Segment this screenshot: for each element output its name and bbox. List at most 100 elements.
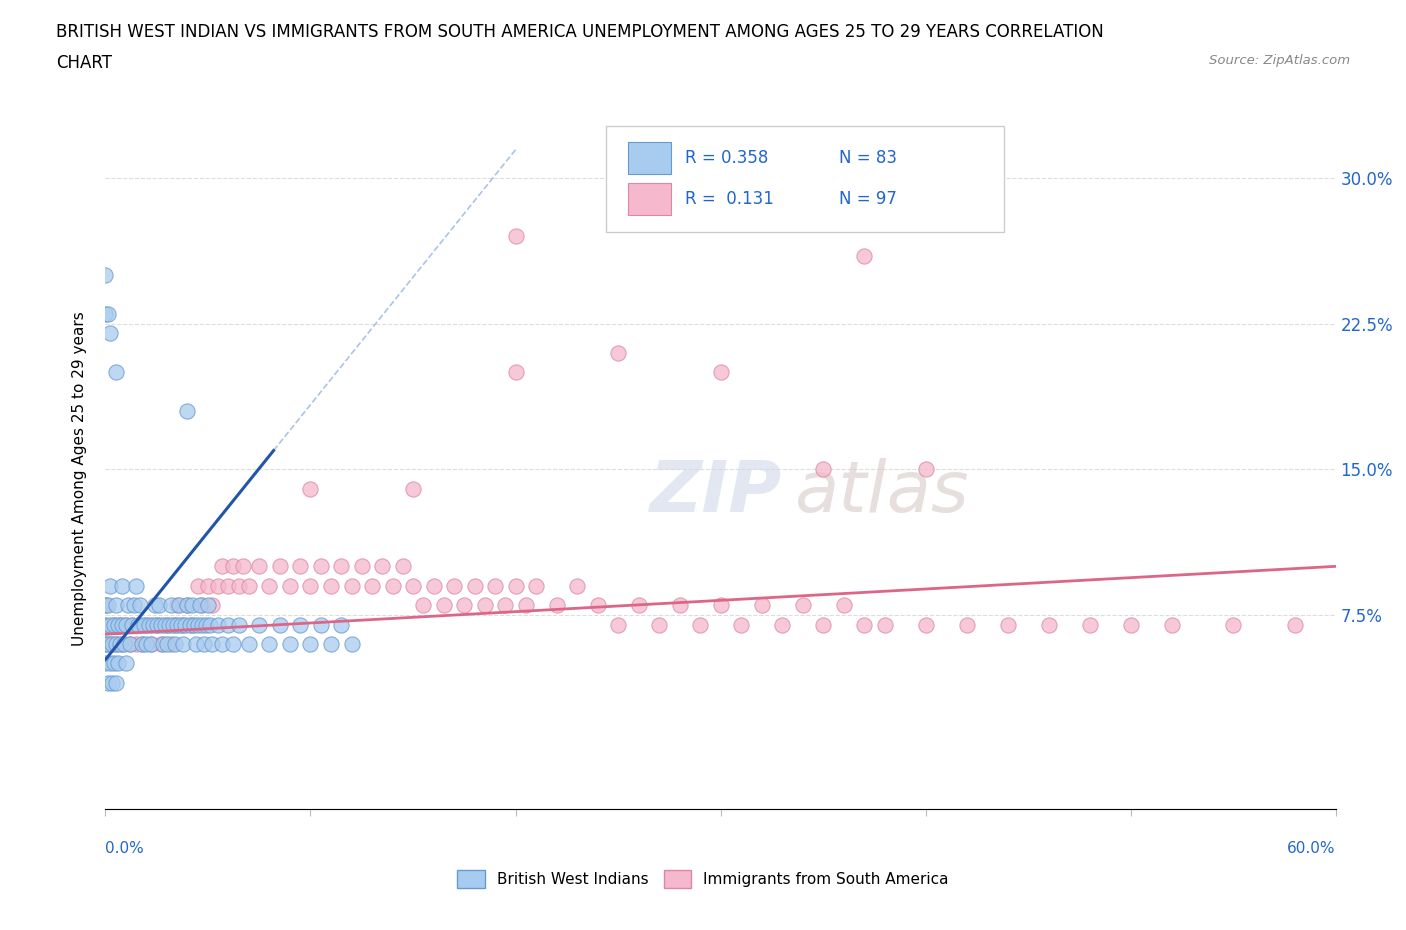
Point (180, 598, 202, 613)
Point (94, 307, 117, 322)
Point (730, 618, 752, 632)
Point (104, 637, 127, 652)
Point (94, 637, 117, 652)
Point (96, 598, 118, 613)
Point (131, 637, 153, 652)
Point (172, 618, 194, 632)
Point (100, 675, 122, 690)
Point (391, 559, 413, 574)
Point (278, 637, 301, 652)
Point (104, 675, 127, 690)
Point (1284, 618, 1306, 632)
Point (340, 578, 363, 593)
Point (1119, 618, 1142, 632)
Point (98, 578, 121, 593)
Point (505, 578, 527, 593)
Text: 60.0%: 60.0% (1288, 841, 1336, 856)
Point (176, 598, 198, 613)
Point (247, 618, 270, 632)
Point (165, 618, 187, 632)
Point (211, 559, 233, 574)
Point (201, 637, 224, 652)
Point (1038, 618, 1060, 632)
Point (309, 618, 332, 632)
Point (278, 578, 301, 593)
Point (494, 598, 516, 613)
Point (228, 578, 250, 593)
Point (607, 618, 630, 632)
Point (134, 618, 156, 632)
Point (218, 578, 240, 593)
Point (309, 559, 332, 574)
Point (183, 618, 205, 632)
Point (330, 559, 353, 574)
Point (340, 637, 363, 652)
Point (232, 559, 254, 574)
Point (228, 618, 250, 632)
Point (299, 481, 322, 496)
Point (299, 578, 322, 593)
Point (98, 656, 121, 671)
Point (1222, 618, 1244, 632)
Point (160, 598, 183, 613)
Point (143, 598, 166, 613)
Text: N = 83: N = 83 (839, 149, 897, 167)
Point (117, 598, 139, 613)
Point (443, 578, 465, 593)
Point (111, 637, 134, 652)
Point (627, 598, 650, 613)
Point (138, 618, 160, 632)
Point (166, 598, 188, 613)
Point (104, 637, 127, 652)
Point (361, 578, 384, 593)
Point (259, 637, 281, 652)
Point (269, 618, 291, 632)
Point (505, 229, 527, 244)
Point (290, 559, 312, 574)
Point (565, 578, 588, 593)
Point (873, 618, 896, 632)
Point (330, 618, 353, 632)
Point (412, 598, 434, 613)
Point (770, 618, 793, 632)
Point (108, 637, 131, 652)
Text: ZIP: ZIP (650, 458, 782, 526)
Text: 0.0%: 0.0% (105, 841, 145, 856)
Point (184, 637, 207, 652)
Point (484, 578, 506, 593)
Point (172, 637, 194, 652)
Point (433, 598, 456, 613)
Point (371, 559, 394, 574)
Point (131, 637, 153, 652)
Point (152, 637, 174, 652)
Point (94, 618, 117, 632)
Point (247, 559, 270, 574)
Point (710, 365, 733, 379)
Point (914, 462, 936, 477)
Point (120, 637, 141, 652)
Point (139, 637, 162, 652)
Point (751, 598, 773, 613)
Point (145, 618, 167, 632)
Point (187, 578, 209, 593)
Point (96, 307, 118, 322)
Point (648, 618, 671, 632)
Point (162, 618, 184, 632)
Point (156, 618, 179, 632)
Point (710, 598, 733, 613)
Point (149, 637, 172, 652)
Point (94, 656, 117, 671)
Point (319, 637, 342, 652)
Point (111, 578, 134, 593)
Point (121, 618, 143, 632)
Point (104, 365, 127, 379)
Point (299, 637, 322, 652)
Point (259, 578, 281, 593)
Point (197, 578, 219, 593)
Point (191, 618, 214, 632)
Point (96, 637, 118, 652)
Point (145, 618, 167, 632)
Text: Source: ZipAtlas.com: Source: ZipAtlas.com (1209, 54, 1350, 67)
Point (142, 618, 165, 632)
Point (515, 598, 537, 613)
